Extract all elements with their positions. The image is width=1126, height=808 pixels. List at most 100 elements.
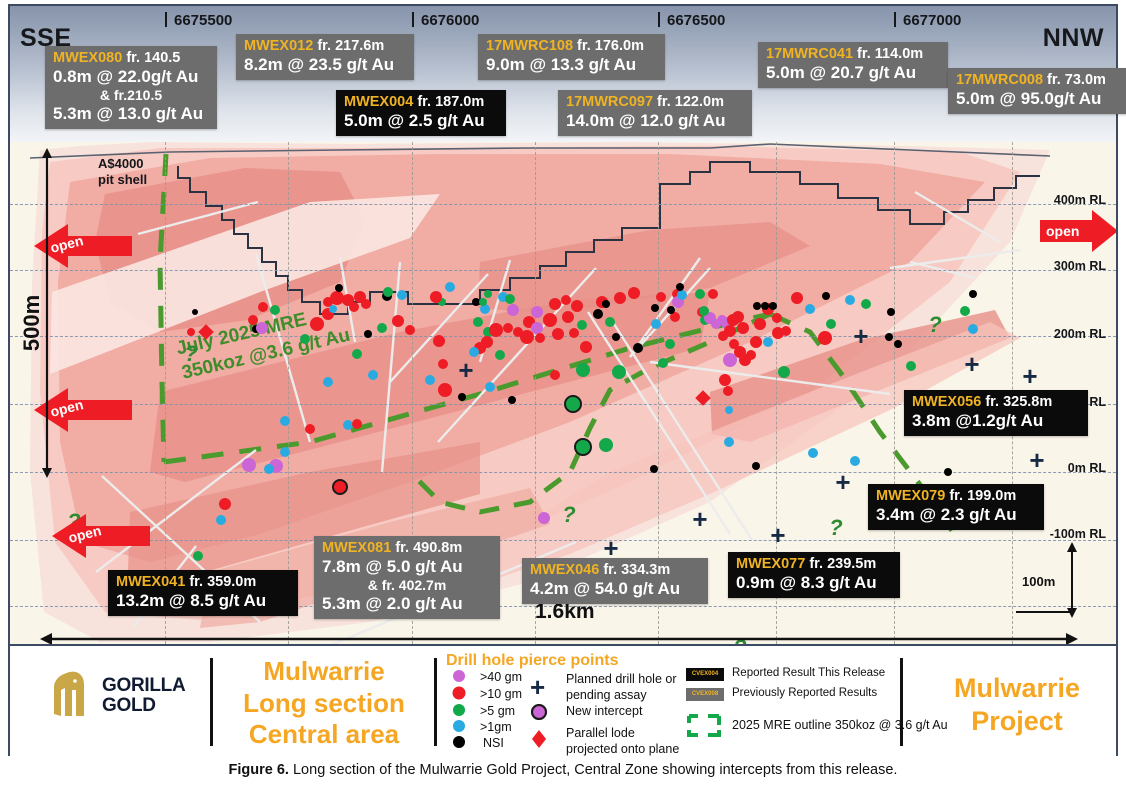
callout-header: 17MWRC097 fr. 122.0m <box>566 94 724 110</box>
legend-chip-this-release-text: CVEX004 <box>691 671 719 677</box>
legend-divider-3 <box>900 658 903 746</box>
pierce-point-red <box>438 383 452 397</box>
horizontal-scale-bar <box>40 633 1078 644</box>
plus-icon: + <box>964 349 980 379</box>
pierce-point-black <box>885 333 893 341</box>
callout-MWEX081[interactable]: MWEX081 fr. 490.8m 7.8m @ 5.0 g/t Au & fr.… <box>314 536 500 619</box>
pierce-point-magenta <box>538 512 550 524</box>
open-question-marker: ? <box>733 637 746 645</box>
callout-MWEX046[interactable]: MWEX046 fr. 334.3m 4.2m @ 54.0 g/t Au <box>522 558 708 605</box>
callout-MWEX041[interactable]: MWEX041 fr. 359.0m 13.2m @ 8.5 g/t Au <box>108 570 298 617</box>
callout-header: MWEX004 fr. 187.0m <box>344 94 485 110</box>
pierce-point-blue <box>651 319 661 329</box>
pierce-point-red <box>513 327 523 337</box>
legend-label-gt1: >1gm <box>480 720 512 734</box>
callout-intercept: 14.0m @ 12.0 g/t Au <box>566 111 726 131</box>
legend-swatch-nsi <box>453 736 465 748</box>
callout-MWEX012[interactable]: MWEX012 fr. 217.6m 8.2m @ 23.5 g/t Au <box>236 34 414 81</box>
pierce-point-red <box>349 302 359 312</box>
pierce-point-blue <box>805 304 815 314</box>
callout-MWEX077[interactable]: MWEX077 fr. 239.5m 0.9m @ 8.3 g/t Au <box>728 552 900 599</box>
grid-vertical <box>658 142 659 644</box>
pierce-point-black <box>364 330 372 338</box>
open-arrow-left-lower <box>52 514 150 558</box>
plus-icon: + <box>835 467 851 497</box>
pierce-point-green <box>576 363 590 377</box>
pierce-point-red <box>489 323 503 337</box>
pierce-point-black <box>822 292 830 300</box>
grid-horizontal <box>10 540 1116 541</box>
pierce-point-green <box>505 294 515 304</box>
pierce-point-blue <box>763 337 773 347</box>
pierce-point-black <box>752 462 760 470</box>
pierce-point-red <box>670 312 680 322</box>
legend-label-gt40: >40 gm <box>480 670 523 684</box>
legend-label-parallel-line1: Parallel lode <box>566 726 635 740</box>
callout-MWEX056[interactable]: MWEX056 fr. 325.8m 3.8m @1.2g/t Au <box>904 390 1088 437</box>
project-title-line2: Project <box>971 705 1063 736</box>
pierce-point-black <box>761 302 769 310</box>
pierce-point-magenta <box>723 353 737 367</box>
grid-vertical <box>412 142 413 644</box>
pierce-point-black <box>651 304 659 312</box>
company-name: GORILLA GOLD <box>102 676 186 716</box>
pierce-point-green <box>383 287 393 297</box>
pierce-point-black <box>633 343 643 353</box>
callout-secondary-from: & fr.210.5 <box>99 87 163 104</box>
diamond-icon <box>532 730 546 748</box>
mineralised-tail-right <box>465 322 1020 584</box>
plus-icon: + <box>603 533 619 563</box>
callout-MWEX079[interactable]: MWEX079 fr. 199.0m 3.4m @ 2.3 g/t Au <box>868 484 1044 531</box>
topography-line <box>29 143 1051 159</box>
northing-label-3: 6676500 <box>667 12 726 29</box>
pierce-point-red <box>405 325 415 335</box>
pierce-point-blue <box>469 347 479 357</box>
open-question-marker: ? <box>829 515 843 540</box>
pierce-point-blue <box>264 464 274 474</box>
pierce-point-black <box>887 308 895 316</box>
callout-17MWRC097[interactable]: 17MWRC097 fr. 122.0m 14.0m @ 12.0 g/t Au <box>558 90 752 137</box>
gorilla-gold-logo-icon <box>54 671 84 716</box>
pierce-point-red <box>732 311 744 323</box>
pierce-point-red <box>503 323 513 333</box>
pierce-point-red <box>737 322 749 334</box>
legend-divider-1 <box>210 658 213 746</box>
callout-intercept: 7.8m @ 5.0 g/t Au <box>322 557 463 577</box>
callout-17MWRC041[interactable]: 17MWRC041 fr. 114.0m 5.0m @ 20.7 g/t Au <box>758 42 948 89</box>
pierce-point-red <box>569 328 579 338</box>
callout-17MWRC008[interactable]: 17MWRC008 fr. 73.0m 5.0m @ 95.0g/t Au <box>948 68 1126 115</box>
pierce-point-black <box>894 340 902 348</box>
grid-vertical <box>535 142 536 644</box>
pierce-point-green <box>665 339 675 349</box>
legend-label-this-release: Reported Result This Release <box>732 667 886 679</box>
section-title: Mulwarrie Long section Central area <box>224 656 424 751</box>
pierce-point-magenta <box>711 319 721 329</box>
callout-MWEX004[interactable]: MWEX004 fr. 187.0m 5.0m @ 2.5 g/t Au <box>336 90 506 137</box>
grid-vertical <box>776 142 777 644</box>
callout-hole-id: MWEX077 <box>736 556 806 572</box>
legend-label-gt5: >5 gm <box>480 704 516 718</box>
pierce-point-blue <box>425 375 435 385</box>
callout-intercept: 0.8m @ 22.0g/t Au <box>53 67 199 87</box>
pierce-point-red <box>656 292 666 302</box>
pierce-point-blue <box>725 406 733 414</box>
pierce-point-green <box>577 320 587 330</box>
mre-outline-lower <box>408 311 772 515</box>
callout-17MWRC108[interactable]: 17MWRC108 fr. 176.0m 9.0m @ 13.3 g/t Au <box>478 34 665 81</box>
open-arrow-left-upper <box>34 224 132 268</box>
pierce-point-red <box>543 313 557 327</box>
pierce-point-black <box>753 302 761 310</box>
pierce-point-magenta <box>256 322 268 334</box>
pierce-point-red <box>614 292 626 304</box>
pierce-point-red <box>754 318 766 330</box>
northing-tick-mark <box>165 12 167 27</box>
pierce-point-red <box>562 311 574 323</box>
mre-outline-icon <box>687 714 721 737</box>
grid-horizontal <box>10 606 1116 607</box>
grid-horizontal <box>10 270 1116 271</box>
pierce-point-green <box>612 365 626 379</box>
long-section-figure: SSE NNW 6675500 6676000 6676500 6677000 <box>8 4 1126 756</box>
pit-shell-label: A$4000 pit shell <box>98 156 147 189</box>
callout-hole-id: 17MWRC108 <box>486 38 574 54</box>
callout-MWEX080[interactable]: MWEX080 fr. 140.5 0.8m @ 22.0g/t Au & fr.2… <box>45 46 217 129</box>
